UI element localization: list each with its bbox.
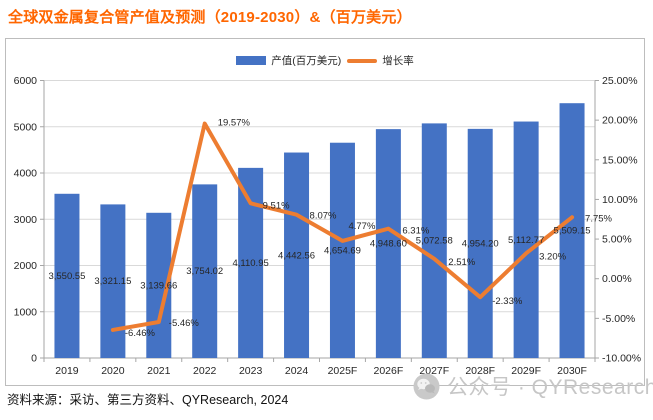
left-axis-tick-label: 4000	[14, 168, 38, 180]
legend-item-line[interactable]: 增长率	[347, 53, 414, 68]
right-axis-tick-label: -10.00%	[602, 353, 641, 365]
watermark-text: 公众号 · QYResearch	[447, 376, 653, 399]
bar-value-label: 3,754.02	[186, 266, 223, 277]
x-axis-category-label: 2024	[285, 365, 309, 377]
x-axis-category-label: 2021	[147, 365, 171, 377]
growth-rate-label: 2.51%	[448, 257, 475, 268]
bar-value-label: 3,139.66	[140, 280, 177, 291]
bar-value-label: 3,550.55	[48, 271, 85, 282]
left-axis-tick-label: 6000	[14, 75, 38, 87]
chart-legend: 产值(百万美元) 增长率	[6, 53, 644, 68]
right-axis-tick-label: 15.00%	[602, 154, 638, 166]
x-axis-category-label: 2029F	[511, 365, 541, 377]
growth-rate-label: 4.77%	[348, 221, 375, 232]
bar-2022[interactable]	[192, 184, 218, 358]
x-axis-category-label: 2022	[193, 365, 217, 377]
right-axis-tick-label: 5.00%	[602, 234, 632, 246]
growth-rate-label: 7.75%	[585, 213, 612, 224]
legend-line-label: 增长率	[382, 55, 414, 67]
right-axis-tick-label: 10.00%	[602, 194, 638, 206]
wechat-icon	[413, 373, 440, 399]
chart-frame: 产值(百万美元) 增长率 0 1000 2000 3000 4000 5000 6000 -1…	[5, 38, 645, 386]
bar-value-label: 5,112.77	[508, 235, 544, 246]
line-series-swatch-icon	[347, 58, 378, 63]
bar-value-label: 4,110.95	[232, 258, 268, 269]
right-axis-tick-label: -5.00%	[602, 313, 635, 325]
growth-rate-label: -6.46%	[125, 328, 156, 339]
bar-value-label: 4,954.20	[462, 238, 499, 249]
bar-value-label: 4,654.69	[324, 245, 361, 256]
left-axis-tick-label: 0	[31, 353, 37, 365]
x-axis-category-label: 2023	[239, 365, 263, 377]
right-axis-tick-label: 0.00%	[602, 273, 632, 285]
left-axis-tick-label: 3000	[14, 214, 38, 226]
legend-item-bar[interactable]: 产值(百万美元)	[236, 53, 341, 68]
bar-2030F[interactable]	[559, 103, 585, 358]
left-axis-tick-label: 1000	[14, 306, 38, 318]
growth-rate-line[interactable]	[110, 121, 575, 332]
x-axis-category-label: 2026F	[373, 365, 403, 377]
bar-value-label: 4,948.60	[370, 239, 407, 250]
bar-2028F[interactable]	[467, 128, 493, 358]
bar-value-label: 3,321.15	[94, 276, 131, 287]
right-axis-tick-label: 25.00%	[602, 75, 638, 87]
x-axis-category-label: 2030F	[557, 365, 587, 377]
chart-title: 全球双金属复合管产值及预测（2019-2030）&（百万美元）	[8, 9, 412, 26]
legend-bar-label: 产值(百万美元)	[271, 55, 342, 67]
bar-2026F[interactable]	[375, 129, 401, 358]
growth-rate-label: 9.51%	[263, 200, 290, 211]
growth-rate-label: -2.33%	[492, 296, 523, 307]
left-axis-tick-label: 2000	[14, 260, 38, 272]
left-axis-tick-label: 5000	[14, 121, 38, 133]
growth-rate-label: -5.46%	[169, 318, 200, 329]
x-axis-category-label: 2020	[101, 365, 125, 377]
growth-rate-label: 19.57%	[218, 118, 251, 129]
bar-2020[interactable]	[100, 204, 126, 358]
combo-chart-plot: 0 1000 2000 3000 4000 5000 6000 -10.00% -5.00% 0.…	[14, 75, 641, 377]
growth-rate-label: 6.31%	[402, 226, 429, 237]
x-axis-category-label: 2019	[55, 365, 79, 377]
bar-value-label: 5,509.15	[554, 226, 591, 237]
growth-rate-label: 8.07%	[310, 211, 337, 222]
source-note: 资料来源：采访、第三方资料、QYResearch, 2024	[7, 393, 289, 407]
watermark: 公众号 · QYResearch	[413, 371, 653, 401]
bar-series-swatch-icon	[236, 56, 267, 65]
bar-2024[interactable]	[284, 152, 310, 358]
bar-value-label: 5,072.58	[416, 236, 453, 247]
x-axis-category-label: 2028F	[465, 365, 495, 377]
bar-2025F[interactable]	[329, 142, 355, 358]
right-axis-tick-label: 20.00%	[602, 115, 638, 127]
bar-2029F[interactable]	[513, 121, 539, 358]
bar-value-label: 4,442.56	[278, 250, 315, 261]
x-axis-category-label: 2025F	[328, 365, 358, 377]
growth-rate-label: 3.20%	[539, 251, 566, 262]
bar-2027F[interactable]	[421, 123, 447, 358]
bar-2019[interactable]	[54, 193, 80, 358]
